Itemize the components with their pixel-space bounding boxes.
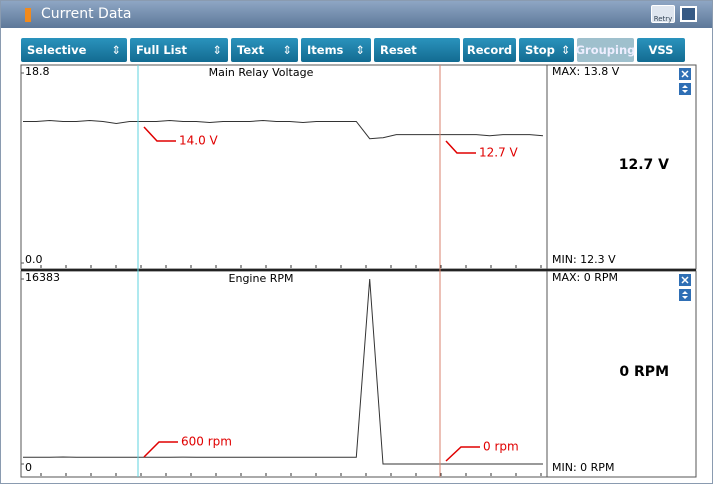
toolbar-button[interactable]: Record <box>463 38 516 62</box>
marker-label: 600 rpm <box>181 435 232 449</box>
marker-label: 14.0 V <box>179 134 219 148</box>
y-tick-label: 0.0 <box>25 253 43 266</box>
panel-title: Engine RPM <box>229 272 294 285</box>
current-value: 12.7 V <box>619 157 669 173</box>
trace-line <box>23 119 544 140</box>
marker-label: 0 rpm <box>483 440 519 454</box>
window-icon <box>25 8 31 22</box>
dropdown-arrow: ⇕ <box>355 43 365 57</box>
y-tick-label: 16383 <box>25 271 60 284</box>
max-label: MAX: 0 RPM <box>552 271 618 284</box>
close-icon <box>681 276 689 284</box>
toolbar-button[interactable]: Text ⇕ <box>231 38 298 62</box>
expand-button[interactable] <box>679 289 691 301</box>
panel-frame <box>20 270 697 478</box>
y-tick-label: 0 <box>25 461 32 474</box>
maximize-button[interactable] <box>680 6 697 22</box>
button-label: Record <box>466 43 513 57</box>
button-label: Full List <box>136 43 187 57</box>
button-label: Text <box>237 43 265 57</box>
button-label: VSS <box>648 43 674 57</box>
expand-icon <box>682 85 688 93</box>
retry-button[interactable]: Retry <box>651 5 675 23</box>
panel-frame <box>20 64 697 270</box>
y-tick-label: 18.8 <box>25 65 50 78</box>
marker-arrow <box>143 441 178 458</box>
marker-arrow <box>445 140 476 154</box>
dropdown-arrow: ⇕ <box>560 43 571 57</box>
max-label: MAX: 13.8 V <box>552 65 620 78</box>
title-bar: Current Data Retry <box>1 1 712 28</box>
toolbar-button[interactable]: VSS <box>637 38 685 62</box>
trace-line <box>23 278 543 465</box>
marker-arrow <box>143 126 176 142</box>
toolbar-button[interactable]: Full List ⇕ <box>130 38 228 62</box>
marker-label: 12.7 V <box>479 146 519 160</box>
close-icon <box>681 70 689 78</box>
window-title: Current Data <box>41 6 132 22</box>
current-value: 0 RPM <box>619 364 669 380</box>
dropdown-arrow: ⇕ <box>212 43 222 57</box>
button-label: Grouping <box>575 43 636 57</box>
expand-icon <box>682 291 688 299</box>
dropdown-arrow: ⇕ <box>111 43 121 57</box>
dropdown-arrow: ⇕ <box>282 43 292 57</box>
expand-button[interactable] <box>679 83 691 95</box>
toolbar-button: Grouping <box>575 38 636 62</box>
panel-title: Main Relay Voltage <box>209 66 314 79</box>
button-label: Stop <box>525 43 555 57</box>
min-label: MIN: 0 RPM <box>552 461 614 474</box>
toolbar-button[interactable]: Stop ⇕ <box>519 38 574 62</box>
marker-arrow <box>445 446 480 462</box>
toolbar: Selective Display⇕Full List⇕Text⇕Items L… <box>21 38 685 81</box>
min-label: MIN: 12.3 V <box>552 253 616 266</box>
